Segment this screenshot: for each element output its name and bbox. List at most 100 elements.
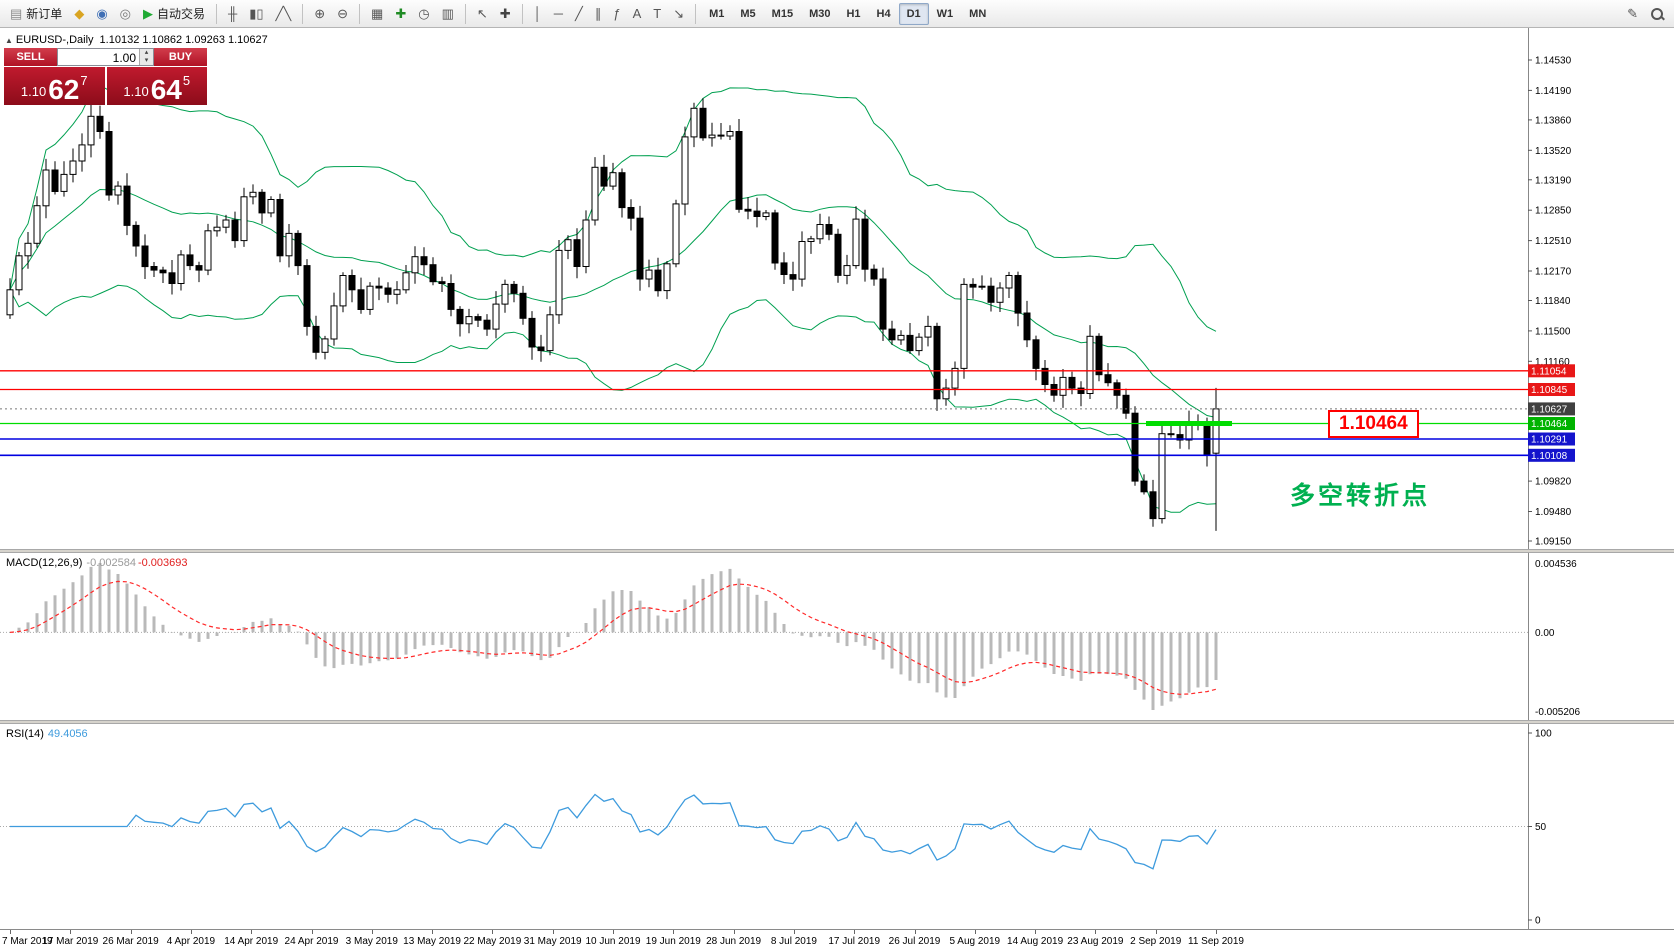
tf-m1-button[interactable]: M1	[701, 3, 732, 25]
zoom-out-button[interactable]: ⊖	[331, 3, 354, 25]
arrows-button[interactable]: ↘	[667, 3, 690, 25]
candle-body	[375, 285, 383, 289]
price-level-label[interactable]: 1.10464	[1328, 409, 1419, 438]
fibonacci-button[interactable]: ƒ	[607, 3, 626, 25]
text-button[interactable]: A	[627, 3, 648, 25]
price-tick-label: 1.13190	[1535, 175, 1572, 186]
edit-button[interactable]: ✎	[1621, 3, 1644, 25]
candle-body	[168, 272, 176, 285]
indicators-button[interactable]: ✚	[389, 3, 412, 25]
tf-w1-button[interactable]: W1	[929, 3, 962, 25]
cursor-button[interactable]: ↖	[471, 3, 494, 25]
pane-splitter[interactable]	[0, 720, 1674, 724]
macd-main-value: -0.002584	[86, 557, 136, 569]
volume-up-arrow-icon[interactable]: ▴	[140, 49, 153, 57]
label-icon: T	[653, 6, 662, 21]
candle-body	[735, 131, 743, 210]
rsi-pane[interactable]: 100 50 0 RSI(14) 49.4056	[0, 724, 1674, 929]
candle-body	[123, 185, 131, 226]
templates-button[interactable]: ▥	[436, 3, 460, 25]
tf-m15-button[interactable]: M15	[764, 3, 801, 25]
volume-input[interactable]: 1.00 ▴ ▾	[57, 48, 154, 66]
terminal-button[interactable]: ◎	[114, 3, 137, 25]
price-line-tag-label: 1.10291	[1531, 435, 1568, 446]
autotrading-button[interactable]: ▶ 自动交易	[137, 3, 211, 25]
candle-body	[969, 283, 977, 288]
chart-annotation-text[interactable]: 多空转折点	[1290, 482, 1431, 510]
tf-d1-button[interactable]: D1	[898, 2, 929, 25]
rsi-name: RSI(14)	[6, 728, 44, 740]
bar-chart-button[interactable]: ╫	[222, 3, 243, 25]
candle-body	[879, 278, 887, 330]
macd-signal-line	[9, 580, 1217, 695]
sell-button[interactable]: SELL	[4, 48, 57, 66]
candle-body	[384, 287, 392, 295]
macd-pane[interactable]: 0.004536 0.00 -0.005206 MACD(12,26,9) -0.00…	[0, 553, 1674, 720]
candle-body	[627, 207, 635, 219]
candle-body	[15, 255, 23, 291]
buy-price-display[interactable]: 1.10 64 5	[106, 67, 207, 105]
candle-body	[312, 325, 320, 353]
candle-body	[1014, 275, 1022, 314]
macd-chart-canvas[interactable]: 0.004536 0.00 -0.005206	[0, 553, 1674, 720]
data-window-button[interactable]: ◉	[90, 3, 113, 25]
candle-body	[1149, 491, 1157, 520]
tf-h4-button[interactable]: H4	[869, 3, 899, 25]
rsi-label: RSI(14) 49.4056	[6, 728, 88, 740]
date-axis-tick	[190, 930, 192, 934]
volume-down-arrow-icon[interactable]: ▾	[140, 57, 153, 65]
candle-body	[888, 328, 896, 341]
tf-m30-button[interactable]: M30	[801, 3, 838, 25]
time-axis[interactable]: 7 Mar 2019 17 Mar 2019 26 Mar 2019 4 Apr 20…	[0, 929, 1674, 952]
price-chart-canvas[interactable]: 1.14530 1.14190 1.13860 1.13520 1.13190 1.128…	[0, 28, 1674, 549]
candle-body	[1041, 367, 1049, 385]
vertical-line-button[interactable]: │	[528, 3, 548, 25]
price-pane[interactable]: 1.14530 1.14190 1.13860 1.13520 1.13190 1.128…	[0, 28, 1674, 549]
sell-price-small: 1.10	[20, 84, 47, 99]
crosshair-button[interactable]: ✚	[494, 3, 517, 25]
date-label: 23 Aug 2019	[1067, 936, 1124, 947]
candle-body	[213, 226, 221, 232]
pane-splitter[interactable]	[0, 549, 1674, 553]
tf-w1-button-label: W1	[936, 7, 954, 20]
date-label: 5 Aug 2019	[949, 936, 1001, 947]
date-axis-tick	[492, 930, 494, 934]
rsi-chart-canvas[interactable]: 100 50 0	[0, 724, 1674, 929]
sell-price-display[interactable]: 1.10 62 7	[4, 67, 105, 105]
one-click-trading-panel: SELL 1.00 ▴ ▾ BUY 1.10 62 7 1.10 64 5	[4, 48, 207, 105]
bollinger-upper-band	[9, 84, 1217, 332]
candle-body	[465, 316, 473, 325]
market-watch-button[interactable]: ◆	[68, 3, 90, 25]
rsi-line	[10, 793, 1217, 870]
label-button[interactable]: T	[647, 3, 667, 25]
buy-button[interactable]: BUY	[154, 48, 207, 66]
candle-body	[1077, 387, 1085, 395]
tf-h4-button-label: H4	[876, 7, 891, 20]
candle-body	[987, 285, 995, 303]
candle-body	[861, 218, 869, 270]
candle-body	[159, 269, 167, 274]
horizontal-line-button[interactable]: ─	[548, 3, 569, 25]
date-axis-tick	[10, 930, 11, 934]
tile-windows-button[interactable]: ▦	[365, 3, 389, 25]
candle-body	[366, 285, 374, 310]
new-order-button[interactable]: ▤ 新订单	[4, 3, 68, 25]
periods-button[interactable]: ◷	[412, 3, 435, 25]
templates-icon: ▥	[441, 6, 454, 21]
candle-body	[24, 242, 32, 257]
line-chart-button[interactable]: ╱╲	[270, 3, 298, 25]
trendline-button[interactable]: ╱	[569, 3, 589, 25]
tf-mn-button[interactable]: MN	[961, 3, 994, 25]
zoom-in-button[interactable]: ⊕	[308, 3, 331, 25]
candle-body	[645, 269, 653, 280]
tf-m5-button[interactable]: M5	[732, 3, 763, 25]
tf-h1-button[interactable]: H1	[838, 3, 868, 25]
date-axis-tick	[552, 930, 554, 934]
volume-value[interactable]: 1.00	[112, 51, 136, 65]
rsi-tick-label: 100	[1535, 729, 1552, 740]
magnifier-button[interactable]	[1644, 3, 1670, 25]
candlestick-chart-button[interactable]: ▮▯	[243, 3, 269, 25]
channel-button[interactable]: ∥	[589, 3, 608, 25]
toolbar-separator	[302, 3, 304, 24]
tf-m1-button-label: M1	[709, 7, 725, 20]
